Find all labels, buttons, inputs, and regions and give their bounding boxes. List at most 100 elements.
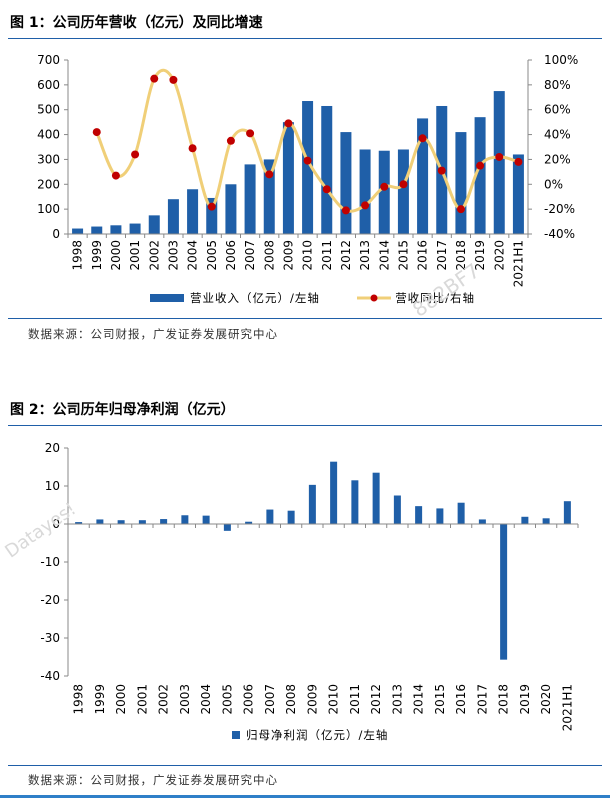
revenue-bar bbox=[206, 197, 218, 234]
net-profit-bar bbox=[223, 524, 231, 531]
growth-point bbox=[131, 150, 140, 159]
growth-line bbox=[95, 68, 519, 213]
x-tick-label: 2014 bbox=[412, 684, 426, 715]
legend-line-swatch bbox=[357, 294, 392, 302]
x-tick-label: 2008 bbox=[284, 684, 298, 715]
growth-point bbox=[418, 134, 427, 143]
figure1-source: 数据来源：公司财报，广发证券发展研究中心 bbox=[28, 327, 278, 341]
legend2-bar-swatch bbox=[232, 731, 240, 739]
x-tick-label: 1999 bbox=[90, 240, 104, 271]
figure1-bottom-rule bbox=[8, 318, 602, 319]
revenue-bar bbox=[110, 225, 122, 234]
revenue-bar bbox=[225, 184, 237, 234]
growth-point bbox=[207, 202, 216, 211]
revenue-bar bbox=[455, 132, 467, 234]
growth-point bbox=[380, 182, 389, 191]
revenue-bar bbox=[417, 118, 429, 234]
y-right-tick-label: 100% bbox=[544, 53, 578, 67]
growth-point bbox=[303, 156, 312, 165]
x-tick-label: 1998 bbox=[71, 240, 85, 271]
y-tick-label: -30 bbox=[40, 631, 60, 645]
x-tick-label: 2012 bbox=[369, 684, 383, 715]
growth-point bbox=[188, 144, 197, 153]
net-profit-bar bbox=[202, 515, 210, 524]
x-tick-label: 2001 bbox=[128, 240, 142, 271]
y-tick-label: -10 bbox=[40, 555, 60, 569]
x-tick-label: 2011 bbox=[320, 240, 334, 271]
growth-point bbox=[437, 166, 446, 175]
growth-point bbox=[361, 201, 370, 210]
net-profit-bar bbox=[521, 516, 529, 524]
net-profit-bar bbox=[478, 519, 486, 524]
y-tick-label: -20 bbox=[40, 593, 60, 607]
figure2-top-rule bbox=[8, 425, 602, 426]
net-profit-bar bbox=[415, 506, 423, 524]
net-profit-bar bbox=[96, 519, 104, 524]
y-left-tick-label: 400 bbox=[37, 128, 60, 142]
figure1-chart: 0 100 200 300 400 500 600 700 -40% -20% 0% 20% 40% 60… bbox=[37, 53, 578, 287]
x-tick-label: 2009 bbox=[305, 684, 319, 715]
revenue-bar bbox=[72, 228, 84, 234]
net-profit-bar bbox=[266, 509, 274, 524]
net-profit-bar bbox=[330, 461, 338, 524]
net-profit-bar bbox=[117, 520, 125, 524]
net-profit-bar bbox=[563, 501, 571, 524]
x-tick-label: 2012 bbox=[339, 240, 353, 271]
x-tick-label: 2004 bbox=[199, 684, 213, 715]
growth-point bbox=[399, 180, 408, 189]
y-tick-label: 20 bbox=[45, 441, 60, 455]
growth-point bbox=[456, 205, 465, 214]
figure2-source: 数据来源：公司财报，广发证券发展研究中心 bbox=[28, 773, 278, 787]
x-tick-label: 2021H1 bbox=[511, 240, 525, 287]
net-profit-bar bbox=[181, 515, 189, 524]
revenue-bar bbox=[340, 132, 352, 234]
x-tick-label: 2007 bbox=[243, 240, 257, 271]
revenue-bar bbox=[244, 164, 256, 234]
x-tick-label: 2019 bbox=[518, 684, 532, 715]
net-profit-bar bbox=[287, 510, 295, 524]
y-right-tick-label: 20% bbox=[544, 152, 571, 166]
x-tick-label: 2008 bbox=[262, 240, 276, 271]
y-left-tick-label: 0 bbox=[52, 227, 60, 241]
growth-point bbox=[284, 119, 293, 128]
revenue-bar bbox=[263, 159, 275, 234]
x-tick-label: 2007 bbox=[263, 684, 277, 715]
x-tick-label: 2015 bbox=[396, 240, 410, 271]
net-profit-bar bbox=[436, 508, 444, 524]
x-tick-label: 2010 bbox=[301, 240, 315, 271]
y-right-tick-label: 40% bbox=[544, 128, 571, 142]
growth-point bbox=[150, 74, 159, 83]
page-bottom-bar bbox=[0, 795, 610, 798]
growth-point bbox=[111, 171, 120, 180]
net-profit-bar bbox=[160, 519, 168, 524]
revenue-bar bbox=[187, 189, 199, 234]
legend2-bar-label: 归母净利润（亿元）/左轴 bbox=[246, 728, 389, 742]
x-tick-label: 2005 bbox=[220, 684, 234, 715]
revenue-bar bbox=[167, 199, 179, 234]
growth-point bbox=[246, 129, 255, 138]
net-profit-bar bbox=[500, 524, 508, 660]
x-tick-label: 1999 bbox=[93, 684, 107, 715]
y-right-tick-label: 60% bbox=[544, 103, 571, 117]
y-tick-label: 10 bbox=[45, 479, 60, 493]
x-tick-label: 2000 bbox=[109, 240, 123, 271]
x-tick-label: 2002 bbox=[147, 240, 161, 271]
legend-bar-swatch bbox=[150, 294, 184, 302]
y-right-tick-label: -20% bbox=[544, 202, 575, 216]
x-tick-label: 2013 bbox=[390, 684, 404, 715]
x-tick-label: 2006 bbox=[242, 684, 256, 715]
net-profit-bar bbox=[245, 521, 253, 524]
figure2-bottom-rule bbox=[8, 765, 602, 766]
x-tick-label: 2021H1 bbox=[560, 684, 574, 731]
x-tick-label: 1998 bbox=[72, 684, 86, 715]
net-profit-bar bbox=[393, 495, 401, 524]
y-left-tick-label: 700 bbox=[37, 53, 60, 67]
y-left-tick-label: 500 bbox=[37, 103, 60, 117]
x-tick-label: 2018 bbox=[454, 240, 468, 271]
figure2-chart: -40 -30 -20 -10 0 10 20 1998 1999 2000 2001 2002 200… bbox=[40, 441, 579, 731]
x-tick-label: 2016 bbox=[454, 684, 468, 715]
growth-point bbox=[495, 152, 504, 161]
y-left-tick-label: 300 bbox=[37, 152, 60, 166]
x-tick-label: 2000 bbox=[114, 684, 128, 715]
x-tick-label: 2018 bbox=[497, 684, 511, 715]
